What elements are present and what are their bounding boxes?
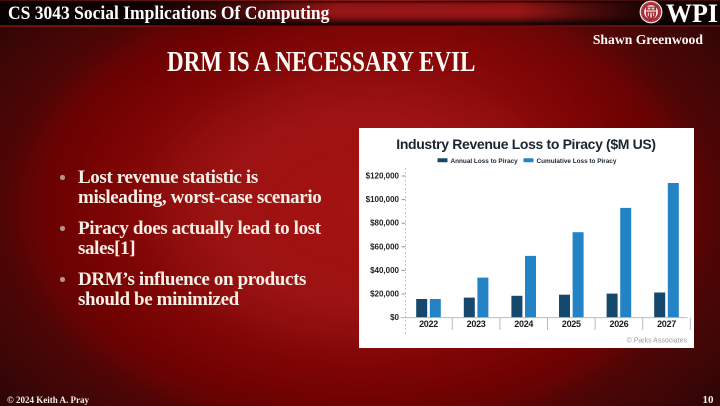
svg-text:2027: 2027 [657, 319, 676, 329]
svg-text:2024: 2024 [514, 319, 533, 329]
svg-text:Industry Revenue Loss to Pirac: Industry Revenue Loss to Piracy ($M US) [396, 136, 655, 152]
svg-text:$120,000: $120,000 [366, 172, 400, 181]
svg-text:$0: $0 [390, 313, 399, 322]
svg-text:2026: 2026 [609, 319, 628, 329]
svg-text:© Parks Associates: © Parks Associates [627, 337, 688, 345]
svg-text:Annual Loss to Piracy: Annual Loss to Piracy [451, 158, 519, 165]
svg-text:$20,000: $20,000 [370, 290, 399, 299]
svg-text:$60,000: $60,000 [370, 242, 399, 251]
svg-text:2025: 2025 [562, 319, 581, 329]
svg-text:$100,000: $100,000 [366, 195, 400, 204]
svg-text:2023: 2023 [467, 319, 486, 329]
svg-text:$80,000: $80,000 [370, 219, 399, 228]
svg-text:2022: 2022 [419, 319, 438, 329]
svg-text:Cumulative Loss to Piracy: Cumulative Loss to Piracy [537, 158, 617, 165]
svg-text:$40,000: $40,000 [370, 266, 399, 275]
